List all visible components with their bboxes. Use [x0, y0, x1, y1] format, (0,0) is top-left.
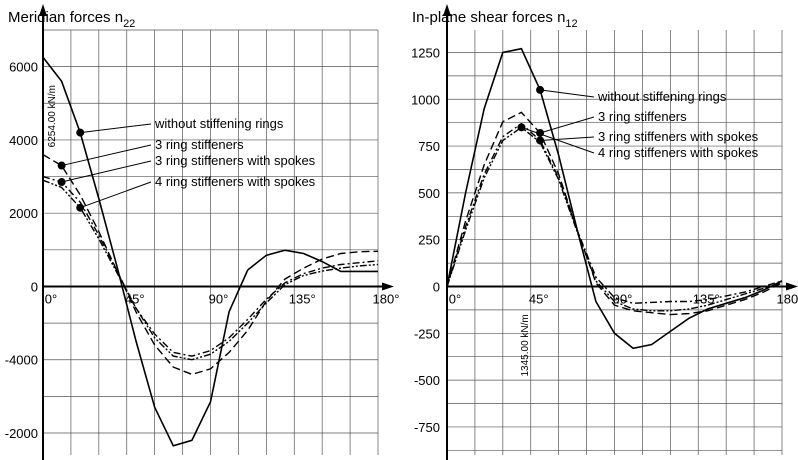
y-tick-label: -4000 [5, 353, 38, 368]
y-tick-label: -750 [414, 420, 440, 435]
y-axis-arrow [39, 4, 47, 16]
legend-label: 3 ring stiffeners with spokes [598, 129, 759, 144]
y-axis-arrow [443, 4, 451, 16]
title-subscript: 22 [123, 18, 135, 30]
legend-label: 3 ring stiffeners with spokes [155, 153, 316, 168]
series-marker [536, 85, 545, 94]
leader-line [80, 123, 152, 134]
leader-line [539, 89, 595, 98]
series-line [446, 126, 783, 312]
leader-line [521, 126, 595, 154]
series-line [42, 179, 379, 361]
y-tick-label: 0 [433, 279, 440, 294]
y-tick-label: 1250 [411, 45, 440, 60]
x-tick-label: 0° [449, 291, 461, 306]
series-marker [57, 161, 66, 170]
x-tick-label: 135° [289, 291, 316, 306]
legend-label: 3 ring stiffeners [598, 109, 687, 124]
x-tick-label: 180° [777, 291, 798, 306]
legend-label: 3 ring stiffeners [155, 137, 244, 152]
series-line [42, 153, 379, 376]
series-marker [76, 203, 85, 212]
y-tick-label: 2000 [9, 206, 38, 221]
x-tick-label: 135° [693, 291, 720, 306]
series-marker [76, 128, 85, 137]
y-tick-label: -250 [414, 326, 440, 341]
x-tick-label: 90° [209, 291, 229, 306]
y-tick-label: -500 [414, 373, 440, 388]
x-axis-arrow [786, 282, 798, 291]
series-marker [536, 136, 545, 145]
legend-label: 4 ring stiffeners with spokes [155, 174, 316, 189]
chart-title: Meridian forces n22 [8, 9, 135, 30]
y-tick-label: -2000 [5, 426, 38, 441]
legend-label: without stiffening rings [154, 116, 284, 131]
y-tick-label: 750 [418, 139, 440, 154]
x-axis-arrow [382, 282, 394, 291]
title-text: Meridian forces n [8, 9, 123, 26]
annotation: 6254.00 kN/m [47, 85, 58, 147]
series-line [446, 111, 783, 316]
series-line [42, 56, 378, 447]
leader-line [61, 144, 152, 167]
legend-label: 4 ring stiffeners with spokes [598, 145, 759, 160]
series-marker [517, 123, 526, 132]
chart-title: In-plane shear forces n12 [412, 9, 578, 30]
series-marker [57, 178, 66, 187]
leader-line [80, 181, 152, 209]
y-tick-label: 6000 [9, 60, 38, 75]
leader-line [540, 136, 595, 141]
series-line [446, 47, 783, 350]
annotation: 1345.00 kN/m [520, 314, 531, 376]
title-subscript: 12 [565, 18, 577, 30]
series-line [446, 122, 783, 305]
x-tick-label: 90° [613, 291, 633, 306]
y-tick-label: 500 [418, 186, 440, 201]
y-tick-label: 4000 [9, 133, 38, 148]
y-tick-label: 0 [31, 279, 38, 294]
subplot: In-plane shear forces n12 0° 45° 90° 135° 180… [411, 4, 798, 460]
y-tick-label: 250 [418, 233, 440, 248]
x-tick-label: 180° [373, 291, 400, 306]
y-tick-label: 1000 [411, 92, 440, 107]
leader-line [61, 160, 152, 183]
legend-label: without stiffening rings [597, 89, 727, 104]
x-tick-label: 45° [529, 291, 549, 306]
x-tick-label: 0° [45, 291, 57, 306]
leader-line [539, 116, 595, 134]
title-text: In-plane shear forces n [412, 9, 565, 26]
